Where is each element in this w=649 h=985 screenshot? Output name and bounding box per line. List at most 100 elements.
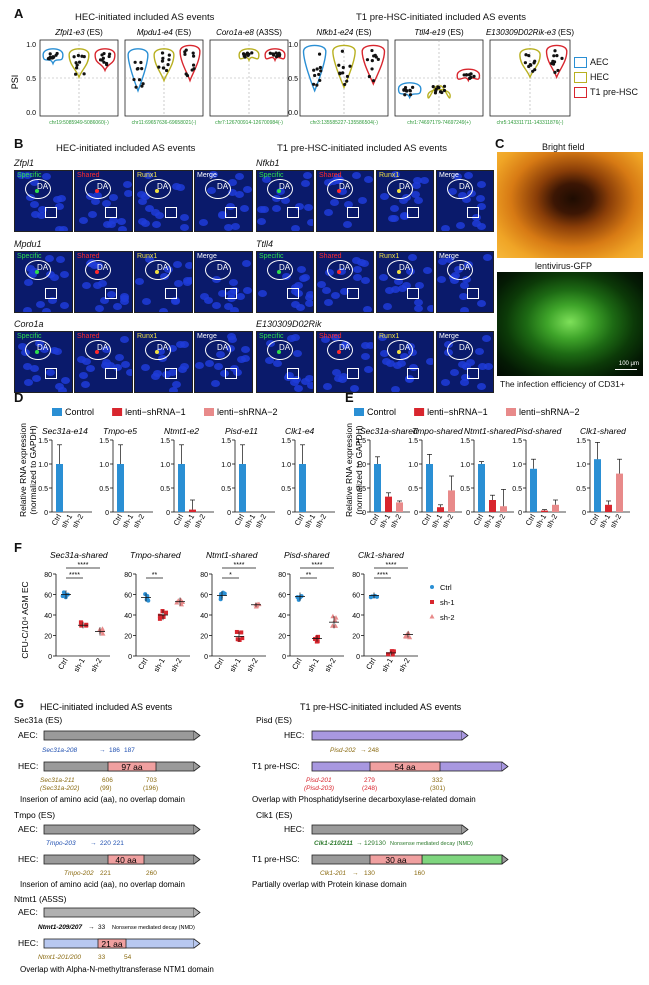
bar-sh-1: [489, 500, 496, 512]
a-violin-point: [319, 69, 323, 73]
panel-label-f: F: [14, 540, 22, 555]
y-tick-label: 0.5: [576, 486, 586, 493]
signal-spot: [337, 189, 341, 193]
zoom-box: [287, 368, 299, 379]
nucleus-dot: [476, 180, 486, 188]
bar-Ctrl: [239, 464, 246, 512]
a-violin: [264, 48, 286, 63]
nucleus-dot: [42, 173, 52, 181]
a-violin-point: [75, 66, 79, 70]
a-violin-point: [75, 63, 79, 67]
a-ytick-right: 0.5: [288, 76, 298, 83]
nucleus-dot: [329, 198, 339, 206]
nucleus-dot: [284, 374, 294, 382]
y-tick-label: 80: [352, 572, 360, 579]
point-ctrl: [144, 597, 149, 602]
a-ytick: 0.0: [26, 110, 36, 117]
micrograph-specific: Specific DA: [14, 251, 73, 313]
a-plot-coord: chr5:143311711-143311876(-): [497, 120, 564, 126]
nucleus-dot: [357, 196, 367, 204]
y-tick-label: 40: [352, 613, 360, 620]
ntmt1-n2: 33: [98, 954, 106, 961]
nucleus-dot: [410, 191, 420, 198]
channel-label: Runx1: [379, 253, 400, 260]
zoom-box: [467, 368, 479, 379]
ntmt1-title: Ntmt1 (A5SS): [14, 894, 67, 904]
a-violin-point: [527, 53, 531, 58]
a-violin-point: [374, 55, 378, 59]
panel-a-right-title: T1 pre-HSC-initiated included AS events: [356, 12, 527, 23]
a-violin-point: [135, 67, 139, 71]
a-violin-point: [277, 54, 282, 58]
point-sh1: [79, 620, 84, 625]
nucleus-dot: [81, 358, 91, 366]
legend-d-swatch: [112, 408, 123, 416]
bar-sh-2: [616, 473, 623, 512]
nucleus-dot: [36, 211, 46, 219]
pisd-iso3: (Pisd-203): [304, 785, 334, 792]
nucleus-dot: [461, 362, 471, 370]
bar-Ctrl: [374, 464, 381, 512]
channel-label: Merge: [197, 253, 217, 260]
a-violin-point: [315, 83, 319, 87]
a-plot-title: E130309D02Rik-e3 (ES): [486, 28, 574, 37]
a-violin-point: [436, 85, 440, 89]
point-sh1: [390, 652, 395, 657]
sec31a-aec-bar: [43, 730, 195, 741]
y-tick-label: 20: [124, 634, 132, 641]
micrograph-shared: Shared DA: [316, 331, 374, 393]
y-tick-label: 0: [44, 510, 48, 517]
a-violin-point: [553, 70, 557, 74]
point-sh1: [316, 634, 321, 639]
nucleus-dot: [143, 171, 153, 179]
y-tick-label: 0.5: [38, 486, 48, 493]
nucleus-dot: [23, 378, 33, 386]
tmpo-n1: 220: [100, 840, 111, 847]
sec31a-hec-label: HEC:: [18, 761, 38, 771]
nucleus-dot: [100, 362, 110, 370]
a-violin-point: [76, 53, 80, 58]
a-violin: [127, 48, 149, 93]
ntmt1-insert: [97, 938, 127, 949]
ntmt1-hec-label: HEC:: [18, 938, 38, 948]
channel-label: Specific: [259, 172, 284, 179]
sec31a-n6: (196): [143, 785, 158, 792]
a-violin: [332, 44, 356, 90]
a-violin-point: [524, 53, 528, 57]
pisd-n3: (248): [362, 785, 377, 792]
a-violin-point: [403, 85, 408, 90]
nucleus-dot: [302, 172, 312, 180]
y-tick-label: 60: [44, 593, 52, 600]
panel-label-a: A: [14, 6, 24, 21]
nucleus-dot: [324, 299, 334, 307]
a-plot-coord: chr3:135585227-135586504(-): [310, 120, 378, 126]
channel-label: Shared: [319, 253, 342, 260]
tmpo-aa: 40 aa: [115, 855, 137, 865]
nucleus-dot: [23, 306, 33, 312]
a-violin-point: [338, 72, 342, 76]
x-tick-label: Ctrl: [56, 656, 70, 671]
nucleus-dot: [459, 307, 469, 312]
nucleus-dot: [365, 342, 373, 350]
y-tick-label: 0.5: [408, 486, 418, 493]
nucleus-dot: [29, 364, 39, 372]
a-violin-point: [376, 57, 380, 61]
nucleus-dot: [481, 335, 491, 343]
bar-Ctrl: [117, 464, 124, 512]
point-sh1: [386, 652, 391, 657]
clk1-arrow1: →: [356, 840, 363, 847]
nucleus-dot: [218, 210, 228, 218]
tmpo-aec-bar-tip: [193, 824, 201, 835]
a-violin-point: [468, 76, 472, 80]
panel-a-legend: AEC HEC T1 pre-HSC: [574, 55, 638, 100]
a-plot-coord: chr11:69657636-69658021(-): [132, 120, 197, 126]
a-violin-point: [133, 60, 137, 64]
a-violin-point: [274, 55, 279, 59]
a-violin-point: [469, 72, 473, 76]
nucleus-dot: [394, 277, 404, 285]
nucleus-dot: [82, 282, 91, 290]
legend-e-swatch: [414, 408, 425, 416]
nucleus-dot: [106, 290, 116, 298]
panel-b-left-title: HEC-initiated included AS events: [56, 143, 196, 154]
nucleus-dot: [47, 296, 57, 304]
